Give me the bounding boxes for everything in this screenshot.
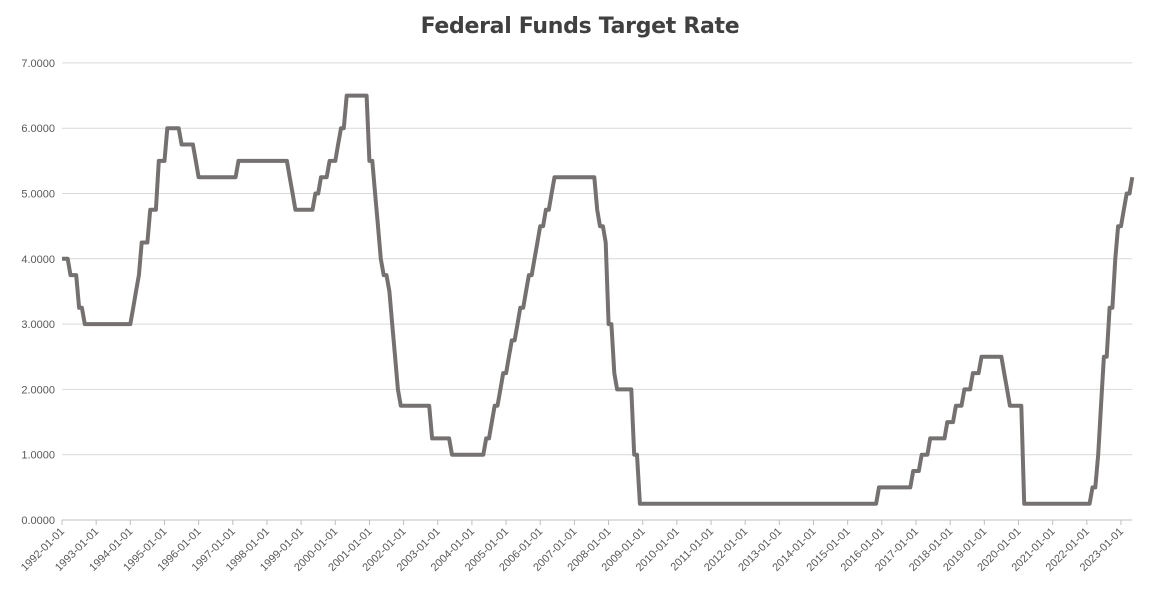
y-tick-label: 6.0000 xyxy=(21,123,55,135)
y-tick-label: 1.0000 xyxy=(21,450,55,462)
y-tick-label: 7.0000 xyxy=(21,58,55,70)
y-tick-label: 0.0000 xyxy=(21,515,55,527)
chart-title: Federal Funds Target Rate xyxy=(420,14,740,39)
y-tick-label: 2.0000 xyxy=(21,384,55,396)
y-tick-label: 3.0000 xyxy=(21,319,55,331)
y-tick-label: 5.0000 xyxy=(21,189,55,201)
series-line xyxy=(62,93,1135,506)
y-tick-label: 4.0000 xyxy=(21,254,55,266)
